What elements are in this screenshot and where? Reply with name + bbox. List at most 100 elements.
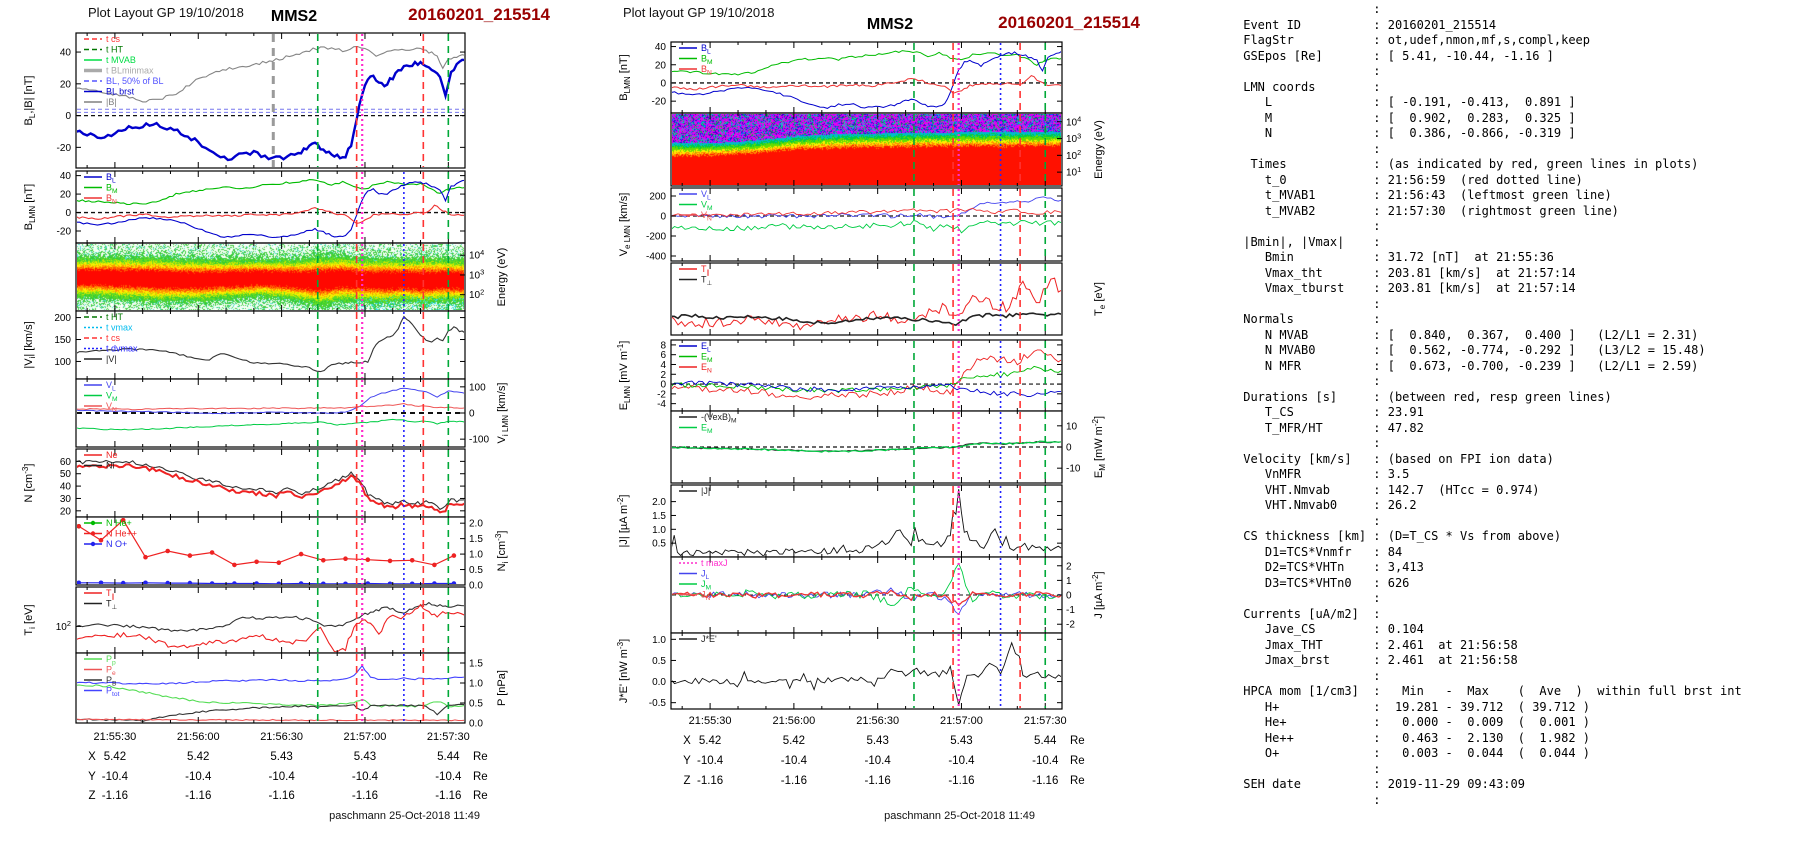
series-BL brst (77, 58, 464, 162)
svg-text:EL: EL (701, 341, 711, 354)
series-JdotE (672, 641, 1061, 706)
series-Ne (77, 463, 464, 514)
series-Tperp (672, 312, 1061, 326)
svg-text:Pe: Pe (106, 665, 116, 678)
svg-text:20: 20 (60, 506, 72, 517)
svg-text:-10.4: -10.4 (1032, 755, 1059, 767)
svg-text:Vi LMN [km/s]: Vi LMN [km/s] (496, 383, 510, 444)
svg-text:1.0: 1.0 (652, 635, 666, 646)
series-EL (672, 380, 1061, 397)
svg-text:0.0: 0.0 (469, 719, 483, 730)
svg-text:PB: PB (106, 675, 117, 688)
svg-text:Re: Re (473, 771, 488, 783)
svg-text:-1: -1 (1066, 605, 1075, 616)
series-PB (77, 703, 464, 722)
svg-text:t HT: t HT (106, 312, 124, 322)
svg-text:ELMN [mV m-1]: ELMN [mV m-1] (616, 341, 632, 411)
series-EM (672, 440, 1061, 453)
series-Tpar (672, 277, 1061, 331)
svg-text:|B|: |B| (106, 97, 117, 107)
svg-text:-2: -2 (657, 389, 666, 400)
svg-text:BL, 50% of BL: BL, 50% of BL (106, 76, 164, 86)
svg-text:0.5: 0.5 (652, 539, 666, 550)
svg-text:Z: Z (88, 790, 95, 802)
svg-text:1.0: 1.0 (652, 525, 666, 536)
series-Pe (77, 718, 464, 722)
svg-text:X: X (88, 751, 96, 763)
svg-text:Energy (eV): Energy (eV) (496, 248, 508, 307)
svg-text:21:56:00: 21:56:00 (772, 715, 815, 727)
svg-text:0: 0 (65, 208, 71, 219)
svg-text:0: 0 (660, 78, 666, 89)
svg-text:-10.4: -10.4 (697, 755, 724, 767)
svg-text:t cs: t cs (106, 34, 121, 44)
svg-text:Ptot: Ptot (106, 686, 120, 699)
svg-text:102: 102 (1066, 148, 1081, 162)
svg-text:-1.16: -1.16 (435, 790, 461, 802)
svg-text:BN: BN (701, 64, 712, 77)
event-info-text: : Event ID : 20160201_215514 FlagStr : o… (1243, 2, 1742, 807)
svg-text:103: 103 (469, 268, 484, 282)
series-EN (672, 349, 1061, 400)
series-JN (672, 589, 1061, 607)
svg-text:1.0: 1.0 (469, 679, 483, 690)
svg-text:X: X (683, 735, 691, 747)
svg-text:10: 10 (1066, 421, 1078, 432)
middle-spacecraft-title: MMS2 (866, 16, 914, 33)
svg-text:1: 1 (1066, 576, 1072, 587)
left-spacecraft-title: MMS2 (270, 8, 318, 25)
svg-text:-1.16: -1.16 (185, 790, 211, 802)
series-Tpar (77, 603, 464, 652)
svg-text:-10.4: -10.4 (435, 771, 462, 783)
svg-text:-2: -2 (1066, 620, 1075, 631)
svg-text:-1.16: -1.16 (865, 775, 891, 787)
svg-text:BLMN [nT]: BLMN [nT] (618, 54, 632, 100)
series-VM (77, 418, 464, 431)
svg-text:JM: JM (701, 579, 712, 592)
svg-text:102: 102 (469, 287, 484, 301)
svg-text:1.5: 1.5 (469, 659, 483, 670)
svg-text:2.0: 2.0 (469, 519, 483, 530)
panel-te: Te [eV] T∥T⊥ (670, 262, 1107, 336)
svg-text:-10.4: -10.4 (948, 755, 975, 767)
svg-text:|J| [µA m-2]: |J| [µA m-2] (616, 495, 630, 548)
left-time-axis: 21:55:30 21:56:00 21:56:30 21:57:00 21:57:30 (93, 731, 469, 743)
svg-text:-(VexB)M: -(VexB)M (701, 412, 737, 425)
svg-text:-20: -20 (57, 143, 72, 154)
svg-text:100: 100 (469, 382, 486, 393)
svg-text:-4: -4 (657, 399, 666, 410)
svg-text:21:57:30: 21:57:30 (1024, 715, 1067, 727)
svg-text:VL: VL (701, 189, 711, 202)
svg-text:VN: VN (701, 210, 712, 223)
svg-text:-1.16: -1.16 (948, 775, 974, 787)
svg-text:-20: -20 (57, 227, 72, 238)
svg-text:t MVAB: t MVAB (106, 55, 136, 65)
svg-text:Ni: Ni (106, 461, 115, 471)
svg-text:VM: VM (701, 200, 713, 213)
svg-text:40: 40 (655, 42, 667, 53)
svg-text:Re: Re (473, 790, 488, 802)
svg-text:P [nPa]: P [nPa] (496, 670, 508, 706)
svg-text:4: 4 (660, 360, 666, 371)
svg-text:Ti [eV]: Ti [eV] (23, 604, 37, 635)
svg-text:EN: EN (701, 362, 712, 375)
svg-text:JN: JN (701, 590, 711, 603)
svg-text:2: 2 (1066, 561, 1072, 572)
svg-text:N [cm-3]: N [cm-3] (21, 464, 35, 503)
series-VN (77, 402, 464, 411)
left-ephemeris-rows: X 5.42 5.42 5.43 5.43 5.44 Re Y -10.4 -10.4 -10.4 -… (88, 751, 488, 802)
svg-text:21:57:30: 21:57:30 (427, 731, 470, 743)
left-ion-energy-spectrogram-canvas (77, 244, 464, 310)
svg-text:100: 100 (54, 357, 71, 368)
svg-text:Ni [cm-3]: Ni [cm-3] (494, 531, 510, 572)
svg-text:2.0: 2.0 (652, 497, 666, 508)
svg-text:0.5: 0.5 (469, 565, 483, 576)
svg-text:0: 0 (1066, 443, 1072, 454)
svg-text:-1.16: -1.16 (1032, 775, 1058, 787)
svg-text:-10.4: -10.4 (269, 771, 296, 783)
